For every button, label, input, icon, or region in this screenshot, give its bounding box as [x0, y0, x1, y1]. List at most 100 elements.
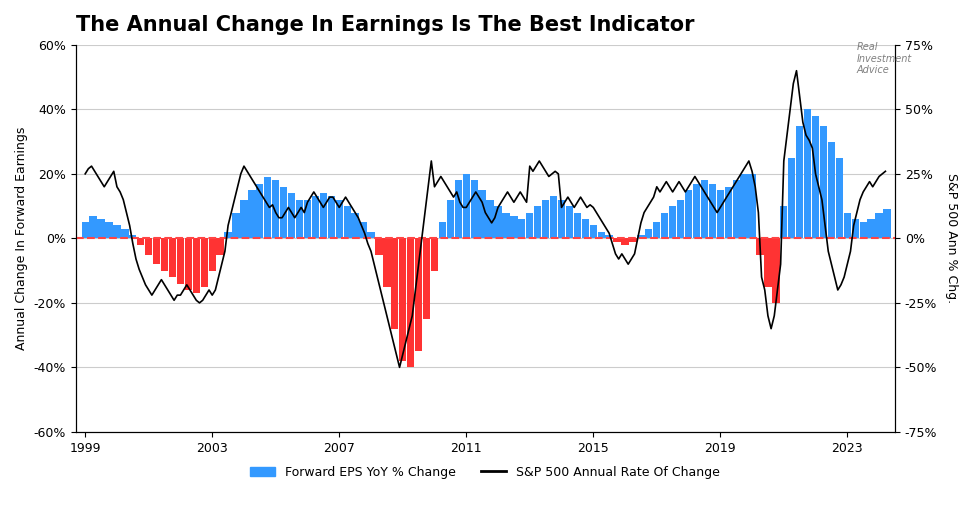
Bar [653, 222, 661, 238]
Bar [447, 200, 454, 238]
Bar [304, 200, 311, 238]
Bar [383, 238, 390, 287]
Bar [391, 238, 399, 328]
Bar [351, 213, 359, 238]
Bar [328, 196, 335, 238]
Bar [454, 181, 462, 238]
Bar [740, 174, 748, 238]
Bar [462, 174, 470, 238]
Bar [161, 238, 168, 271]
Bar [868, 219, 875, 238]
Bar [368, 232, 375, 238]
Bar [431, 238, 438, 271]
Bar [534, 206, 541, 238]
Bar [582, 219, 589, 238]
Bar [423, 238, 430, 319]
Bar [208, 238, 216, 271]
Text: Real
Investment
Advice: Real Investment Advice [856, 42, 912, 76]
Bar [748, 174, 756, 238]
Bar [280, 187, 287, 238]
Bar [788, 158, 795, 238]
Bar [677, 200, 684, 238]
Bar [693, 184, 701, 238]
Legend: Forward EPS YoY % Change, S&P 500 Annual Rate Of Change: Forward EPS YoY % Change, S&P 500 Annual… [245, 460, 725, 484]
Bar [717, 190, 724, 238]
Bar [859, 222, 867, 238]
Bar [200, 238, 208, 287]
Bar [169, 238, 176, 277]
Bar [82, 222, 89, 238]
Bar [502, 213, 510, 238]
Bar [851, 219, 859, 238]
Bar [613, 238, 621, 242]
Text: The Annual Change In Earnings Is The Best Indicator: The Annual Change In Earnings Is The Bes… [76, 15, 694, 35]
Bar [542, 200, 550, 238]
Bar [97, 219, 105, 238]
Bar [820, 126, 827, 238]
Bar [565, 206, 573, 238]
Bar [90, 216, 96, 238]
Bar [494, 206, 502, 238]
Bar [399, 238, 407, 361]
Bar [661, 213, 668, 238]
Bar [669, 206, 676, 238]
Bar [336, 200, 342, 238]
Bar [811, 116, 819, 238]
Bar [637, 235, 644, 238]
Bar [240, 200, 247, 238]
Bar [645, 229, 653, 238]
Bar [883, 210, 890, 238]
Bar [145, 238, 153, 254]
Bar [479, 190, 486, 238]
Bar [605, 235, 613, 238]
Bar [844, 213, 851, 238]
Bar [343, 206, 351, 238]
Bar [137, 238, 144, 245]
Bar [733, 181, 739, 238]
Bar [550, 196, 558, 238]
Bar [216, 238, 224, 254]
Bar [376, 238, 382, 254]
Bar [574, 213, 581, 238]
Bar [622, 238, 629, 245]
Bar [725, 187, 732, 238]
Bar [773, 238, 779, 303]
Bar [185, 238, 192, 290]
Bar [113, 225, 121, 238]
Bar [414, 238, 422, 351]
Bar [510, 216, 518, 238]
Bar [708, 184, 716, 238]
Bar [248, 190, 256, 238]
Bar [264, 177, 271, 238]
Bar [256, 184, 264, 238]
Y-axis label: S&P 500 Ann % Chg.: S&P 500 Ann % Chg. [945, 173, 958, 304]
Bar [320, 193, 327, 238]
Bar [153, 238, 161, 264]
Bar [828, 142, 835, 238]
Bar [590, 225, 596, 238]
Bar [233, 213, 239, 238]
Bar [796, 126, 804, 238]
Bar [177, 238, 184, 284]
Bar [558, 200, 565, 238]
Bar [359, 222, 367, 238]
Bar [764, 238, 772, 287]
Bar [780, 206, 787, 238]
Bar [876, 213, 883, 238]
Bar [630, 238, 636, 242]
Bar [685, 190, 692, 238]
Bar [701, 181, 708, 238]
Bar [804, 109, 811, 238]
Bar [272, 181, 279, 238]
Bar [225, 232, 232, 238]
Bar [407, 238, 414, 367]
Bar [486, 200, 493, 238]
Bar [471, 181, 478, 238]
Bar [129, 235, 136, 238]
Bar [193, 238, 200, 293]
Bar [519, 219, 525, 238]
Bar [526, 213, 533, 238]
Bar [756, 238, 764, 254]
Bar [122, 229, 128, 238]
Bar [296, 200, 304, 238]
